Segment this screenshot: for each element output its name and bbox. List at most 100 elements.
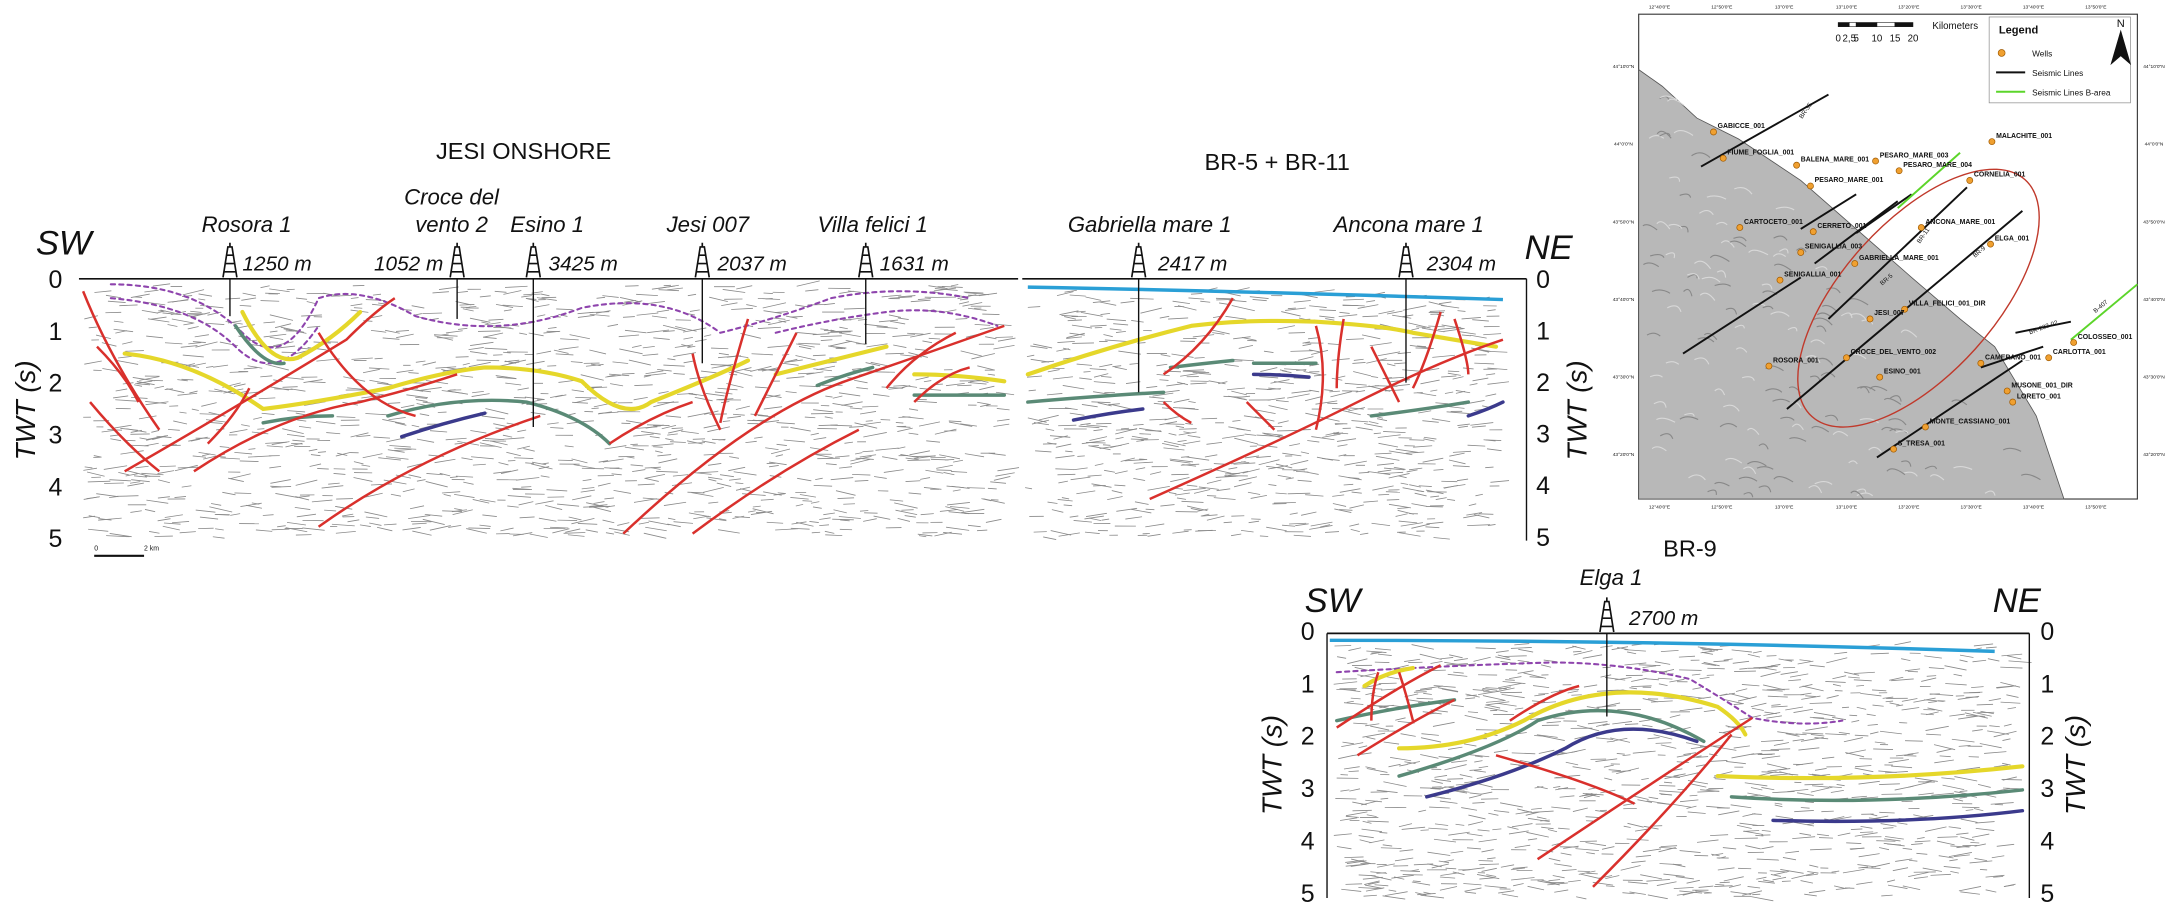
reflector <box>420 414 429 416</box>
reflector <box>854 380 867 383</box>
reflector <box>2000 667 2022 668</box>
reflector <box>1872 690 1886 691</box>
reflector <box>781 363 798 365</box>
reflector <box>1358 305 1379 309</box>
well-name: Elga 1 <box>1580 565 1643 590</box>
reflector <box>1984 752 2006 754</box>
reflector <box>1344 767 1360 769</box>
reflector <box>134 385 142 387</box>
reflector <box>1289 523 1306 524</box>
well-name: Villa felici 1 <box>817 212 927 237</box>
reflector <box>1674 887 1694 888</box>
reflector <box>1485 886 1507 888</box>
reflector <box>786 391 797 392</box>
reflector <box>1132 436 1148 439</box>
reflector <box>1905 669 1920 671</box>
well-depth: 1052 m <box>374 252 443 275</box>
scale-tick: 10 <box>1872 34 1883 45</box>
reflector <box>657 455 671 456</box>
reflector <box>261 301 280 302</box>
twt-tick-label: 3 <box>2040 775 2054 803</box>
lon-label: 12°50'0"E <box>1711 505 1733 511</box>
reflector <box>1502 694 1525 697</box>
reflector <box>1435 824 1448 826</box>
reflector <box>622 373 634 374</box>
reflector <box>1250 297 1269 299</box>
reflector <box>1082 404 1098 406</box>
reflector <box>1916 853 1927 854</box>
well-label: VILLA_FELICI_001_DIR <box>1909 301 1986 308</box>
reflector <box>960 299 968 300</box>
reflector <box>1325 319 1334 321</box>
reflector <box>1917 837 1925 838</box>
reflector <box>1924 656 1942 658</box>
reflector <box>1687 880 1700 883</box>
reflector <box>1625 724 1638 725</box>
reflector <box>736 286 752 289</box>
reflector <box>172 299 188 302</box>
reflector <box>1640 875 1662 879</box>
reflector <box>839 393 860 396</box>
reflector <box>1972 834 1989 837</box>
reflector <box>199 294 212 296</box>
reflector <box>1433 469 1443 470</box>
reflector <box>667 288 683 290</box>
reflector <box>765 448 778 450</box>
reflector <box>1360 533 1368 534</box>
reflector <box>182 486 192 487</box>
reflector <box>241 298 256 300</box>
reflector <box>815 454 833 457</box>
reflector <box>1701 651 1715 653</box>
reflector <box>1485 394 1496 396</box>
reflector <box>2007 656 2021 659</box>
reflector <box>1575 849 1598 851</box>
reflector <box>777 444 787 445</box>
reflector <box>1528 886 1545 890</box>
reflector <box>897 428 912 431</box>
map-well <box>2071 339 2077 345</box>
reflector <box>838 498 855 499</box>
reflector <box>655 451 662 453</box>
reflector <box>1496 651 1509 653</box>
reflector <box>1890 703 1900 705</box>
reflector <box>1354 359 1364 360</box>
reflector <box>1757 859 1779 860</box>
axis-title: TWT (s) <box>1561 360 1592 460</box>
reflector <box>1950 871 1959 873</box>
reflector <box>909 493 922 494</box>
reflector <box>1974 808 1983 810</box>
reflector <box>1053 377 1073 379</box>
reflector <box>657 310 669 312</box>
reflector <box>1934 745 1955 750</box>
reflector <box>1751 703 1767 707</box>
reflector <box>351 304 363 306</box>
reflector <box>412 523 426 524</box>
reflector <box>196 510 216 512</box>
reflector <box>485 348 508 349</box>
reflector <box>1902 708 1920 711</box>
reflector <box>328 483 340 484</box>
twt-tick-label: 1 <box>2040 670 2054 698</box>
reflector <box>388 403 400 404</box>
reflector <box>866 421 873 422</box>
reflector <box>1248 492 1260 494</box>
reflector <box>1604 765 1614 767</box>
reflector <box>1447 412 1470 414</box>
reflector <box>1118 351 1140 354</box>
reflector <box>1070 295 1086 296</box>
reflector <box>1330 392 1351 397</box>
reflector <box>687 492 704 493</box>
reflector <box>88 529 108 531</box>
reflector <box>842 402 863 406</box>
reflector <box>183 355 204 357</box>
derrick-frame <box>526 243 540 278</box>
reflector <box>1811 787 1833 792</box>
reflector <box>1337 657 1346 659</box>
reflector <box>1472 320 1489 321</box>
reflector <box>768 345 791 347</box>
scale-label: 0 <box>94 546 98 553</box>
reflector <box>1429 807 1450 808</box>
reflector <box>200 305 223 307</box>
reflector <box>1586 817 1600 818</box>
reflector <box>1025 488 1032 489</box>
